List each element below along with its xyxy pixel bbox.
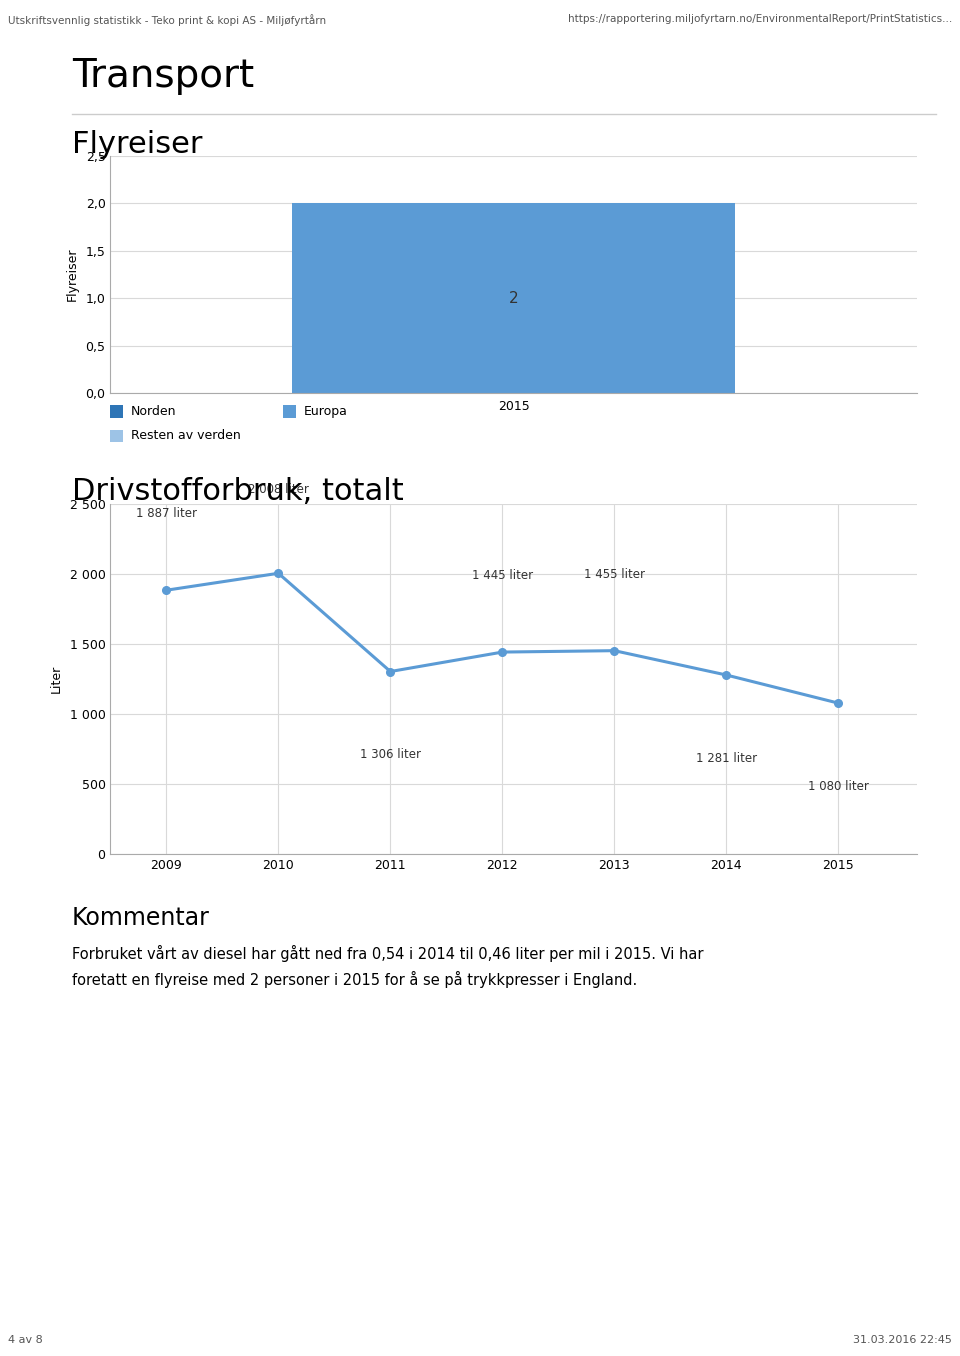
Text: 31.03.2016 22:45: 31.03.2016 22:45	[853, 1336, 952, 1345]
Text: Resten av verden: Resten av verden	[131, 430, 240, 442]
Text: 1 445 liter: 1 445 liter	[471, 570, 533, 582]
Text: Norden: Norden	[131, 405, 176, 418]
Text: Transport: Transport	[72, 57, 254, 95]
Text: 2 008 liter: 2 008 liter	[248, 484, 309, 496]
Text: Europa: Europa	[303, 405, 348, 418]
Y-axis label: Flyreiser: Flyreiser	[65, 248, 79, 301]
Text: 2: 2	[509, 290, 518, 306]
Text: 1 281 liter: 1 281 liter	[696, 751, 757, 765]
Text: Drivstofforbruk, totalt: Drivstofforbruk, totalt	[72, 477, 404, 506]
Text: 1 455 liter: 1 455 liter	[584, 568, 645, 580]
Text: Kommentar: Kommentar	[72, 906, 210, 930]
Bar	[292, 203, 735, 393]
Text: Utskriftsvennlig statistikk - Teko print & kopi AS - Miljøfyrtårn: Utskriftsvennlig statistikk - Teko print…	[8, 14, 325, 26]
Text: 4 av 8: 4 av 8	[8, 1336, 42, 1345]
Y-axis label: Liter: Liter	[50, 666, 62, 693]
Text: Flyreiser: Flyreiser	[72, 130, 203, 159]
Text: 1 306 liter: 1 306 liter	[360, 749, 420, 761]
Text: 1 080 liter: 1 080 liter	[808, 780, 869, 793]
Text: 1 887 liter: 1 887 liter	[136, 507, 197, 521]
Text: https://rapportering.miljofyrtarn.no/EnvironmentalReport/PrintStatistics...: https://rapportering.miljofyrtarn.no/Env…	[568, 14, 952, 24]
Text: Forbruket vårt av diesel har gått ned fra 0,54 i 2014 til 0,46 liter per mil i 2: Forbruket vårt av diesel har gått ned fr…	[72, 945, 704, 989]
